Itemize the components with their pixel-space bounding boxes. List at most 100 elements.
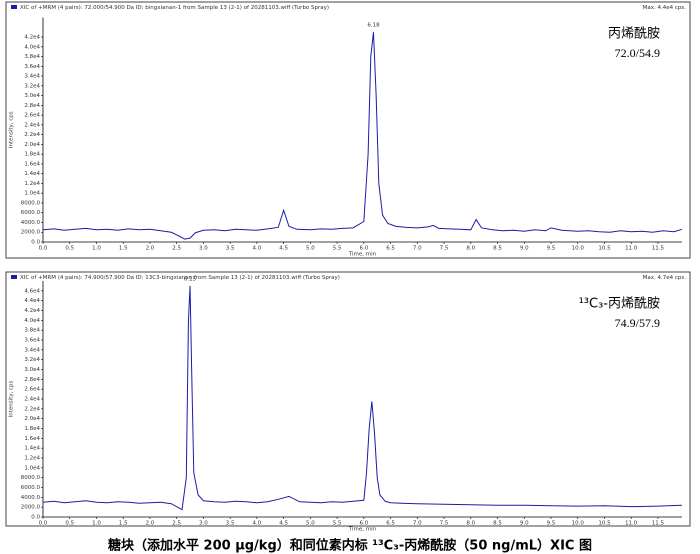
y-tick-label: 1.8e4 xyxy=(24,152,40,158)
x-tick-label: 6.5 xyxy=(386,521,395,527)
x-tick-label: 11.5 xyxy=(652,246,665,252)
x-tick-label: 8.5 xyxy=(493,521,502,527)
x-tick-label: 3.0 xyxy=(199,246,208,252)
x-tick-label: 11.0 xyxy=(625,246,638,252)
y-tick-label: 1.8e4 xyxy=(24,426,40,432)
trace xyxy=(42,32,683,240)
y-tick-label: 2.2e4 xyxy=(24,132,40,138)
x-tick-label: 7.5 xyxy=(440,246,449,252)
y-tick-label: 1.6e4 xyxy=(24,161,40,167)
y-tick-label: 1.0e4 xyxy=(24,191,40,197)
x-tick-label: 0.5 xyxy=(65,521,74,527)
x-tick-label: 11.5 xyxy=(652,521,665,527)
y-tick-label: 4.6e4 xyxy=(24,288,40,294)
x-tick-label: 4.0 xyxy=(253,521,262,527)
y-tick-label: 1.6e4 xyxy=(24,436,40,442)
x-tick-label: 0.0 xyxy=(39,246,48,252)
y-tick-label: 2.8e4 xyxy=(24,103,40,109)
y-tick-label: 2.0e4 xyxy=(24,142,40,148)
y-tick-label: 3.8e4 xyxy=(24,328,40,334)
y-tick-label: 3.0e4 xyxy=(24,93,40,99)
x-axis-label: Time, min xyxy=(348,527,377,533)
y-tick-label: 6000.0 xyxy=(21,485,41,491)
x-tick-label: 8.5 xyxy=(493,246,502,252)
y-tick-label: 3.6e4 xyxy=(24,64,40,70)
x-tick-label: 5.0 xyxy=(306,246,315,252)
y-tick-label: 1.2e4 xyxy=(24,456,40,462)
y-tick-label: 4.2e4 xyxy=(24,308,40,314)
y-tick-label: 3.6e4 xyxy=(24,338,40,344)
x-tick-label: 2.5 xyxy=(172,521,181,527)
y-tick-label: 2.2e4 xyxy=(24,406,40,412)
x-tick-label: 2.0 xyxy=(146,246,155,252)
x-axis-label: Time, min xyxy=(348,252,377,258)
x-tick-label: 5.0 xyxy=(306,521,315,527)
compound-name: ¹³C₃-丙烯酰胺 xyxy=(579,297,660,312)
y-tick-label: 3.8e4 xyxy=(24,54,40,60)
x-tick-label: 10.0 xyxy=(572,521,585,527)
y-axis-label: Intensity, cps xyxy=(9,380,15,417)
transition: 72.0/54.9 xyxy=(615,46,660,60)
max-label: Max. 4.4e4 cps. xyxy=(643,5,687,11)
peak-label: 6.15 xyxy=(184,276,197,282)
x-tick-label: 1.0 xyxy=(92,246,101,252)
x-tick-label: 7.5 xyxy=(440,521,449,527)
x-tick-label: 4.5 xyxy=(279,246,288,252)
x-tick-label: 4.5 xyxy=(279,521,288,527)
y-tick-label: 1.4e4 xyxy=(24,446,40,452)
y-tick-label: 2.0e4 xyxy=(24,416,40,422)
y-tick-label: 8000.0 xyxy=(21,475,41,481)
x-tick-label: 1.5 xyxy=(119,521,128,527)
x-tick-label: 6.0 xyxy=(359,521,368,527)
x-tick-label: 10.5 xyxy=(598,246,611,252)
x-tick-label: 6.5 xyxy=(386,246,395,252)
y-tick-label: 2.8e4 xyxy=(24,377,40,383)
header: XIC of +MRM (4 pairs): 72.000/54.900 Da … xyxy=(20,5,329,11)
x-tick-label: 3.0 xyxy=(199,521,208,527)
x-tick-label: 7.0 xyxy=(413,246,422,252)
x-tick-label: 3.5 xyxy=(226,246,235,252)
x-tick-label: 9.5 xyxy=(547,521,556,527)
panel-frame xyxy=(5,271,691,527)
x-tick-label: 9.0 xyxy=(520,246,529,252)
y-tick-label: 2000.0 xyxy=(21,230,41,236)
y-tick-label: 2.6e4 xyxy=(24,113,40,119)
y-tick-label: 3.0e4 xyxy=(24,367,40,373)
y-tick-label: 2.4e4 xyxy=(24,122,40,128)
y-tick-label: 4.0e4 xyxy=(24,318,40,324)
y-tick-label: 1.2e4 xyxy=(24,181,40,187)
x-tick-label: 9.5 xyxy=(547,246,556,252)
header-icon xyxy=(11,275,17,279)
compound-name: 丙烯酰胺 xyxy=(608,27,660,42)
y-tick-label: 3.4e4 xyxy=(24,74,40,80)
x-tick-label: 4.0 xyxy=(253,246,262,252)
max-label: Max. 4.7e4 cps. xyxy=(643,275,687,281)
x-tick-label: 3.5 xyxy=(226,521,235,527)
peak-label: 6.18 xyxy=(367,23,380,29)
y-tick-label: 3.2e4 xyxy=(24,83,40,89)
y-tick-label: 8000.0 xyxy=(21,200,41,206)
x-tick-label: 0.0 xyxy=(39,521,48,527)
y-axis-label: Intensity, cps xyxy=(9,111,15,148)
y-tick-label: 3.4e4 xyxy=(24,347,40,353)
x-tick-label: 8.0 xyxy=(466,521,475,527)
x-tick-label: 1.5 xyxy=(119,246,128,252)
y-tick-label: 4000.0 xyxy=(21,220,41,226)
y-tick-label: 3.2e4 xyxy=(24,357,40,363)
y-tick-label: 1.0e4 xyxy=(24,465,40,471)
x-tick-label: 0.5 xyxy=(65,246,74,252)
x-tick-label: 9.0 xyxy=(520,521,529,527)
panel-frame xyxy=(5,1,691,259)
x-tick-label: 1.0 xyxy=(92,521,101,527)
y-tick-label: 6000.0 xyxy=(21,210,41,216)
y-tick-label: 2.6e4 xyxy=(24,387,40,393)
x-tick-label: 7.0 xyxy=(413,521,422,527)
x-tick-label: 2.0 xyxy=(146,521,155,527)
x-tick-label: 8.0 xyxy=(466,246,475,252)
header: XIC of +MRM (4 pairs): 74.900/57.900 Da … xyxy=(20,275,340,281)
y-tick-label: 2000.0 xyxy=(21,505,41,511)
y-tick-label: 2.4e4 xyxy=(24,397,40,403)
x-tick-label: 2.5 xyxy=(172,246,181,252)
